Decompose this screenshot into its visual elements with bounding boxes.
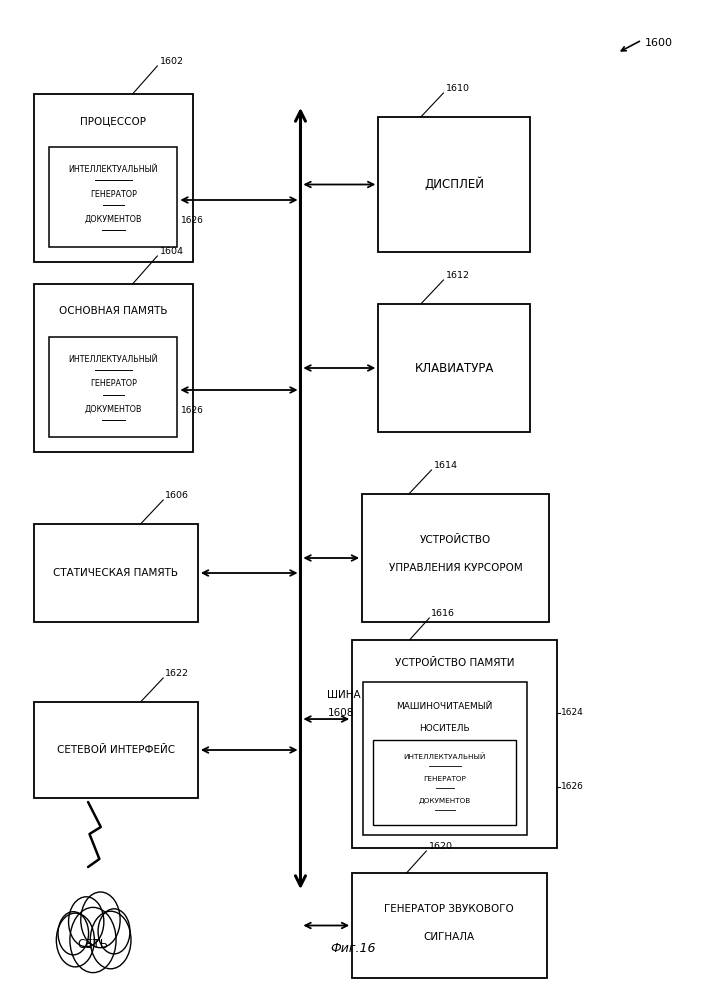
Text: 1610: 1610 — [445, 84, 469, 93]
Text: ГЕНЕРАТОР: ГЕНЕРАТОР — [90, 379, 137, 388]
Bar — [49, 337, 177, 437]
Bar — [34, 284, 193, 452]
Text: ШИНА: ШИНА — [327, 690, 361, 700]
Text: СЕТЕВОЙ ИНТЕРФЕЙС: СЕТЕВОЙ ИНТЕРФЕЙС — [57, 745, 175, 755]
Text: ДОКУМЕНТОВ: ДОКУМЕНТОВ — [85, 404, 142, 414]
Bar — [352, 873, 547, 978]
Text: 1604: 1604 — [159, 247, 183, 256]
Circle shape — [98, 909, 130, 954]
Bar — [378, 117, 530, 252]
Bar — [352, 640, 557, 848]
Text: ГЕНЕРАТОР ЗВУКОВОГО: ГЕНЕРАТОР ЗВУКОВОГО — [385, 904, 514, 914]
Text: ПРОЦЕССОР: ПРОЦЕССОР — [81, 116, 146, 126]
Bar — [34, 524, 198, 622]
Bar — [362, 494, 549, 622]
Text: 1602: 1602 — [159, 57, 183, 66]
Circle shape — [90, 911, 131, 969]
Text: ДИСПЛЕЙ: ДИСПЛЕЙ — [424, 178, 484, 191]
Text: КЛАВИАТУРА: КЛАВИАТУРА — [414, 362, 494, 375]
Text: 1620: 1620 — [428, 842, 452, 851]
Text: 1626: 1626 — [181, 216, 204, 225]
Text: НОСИТЕЛЬ: НОСИТЕЛЬ — [419, 724, 470, 733]
Bar — [378, 304, 530, 432]
Text: ДОКУМЕНТОВ: ДОКУМЕНТОВ — [419, 798, 471, 804]
Text: ИНТЕЛЛЕКТУАЛЬНЫЙ: ИНТЕЛЛЕКТУАЛЬНЫЙ — [404, 754, 486, 760]
Text: 1626: 1626 — [181, 406, 204, 415]
Text: ГЕНЕРАТОР: ГЕНЕРАТОР — [90, 190, 137, 199]
Circle shape — [70, 907, 116, 973]
Circle shape — [58, 912, 88, 955]
Text: 1626: 1626 — [561, 782, 583, 791]
Text: МАШИНОЧИТАЕМЫЙ: МАШИНОЧИТАЕМЫЙ — [397, 702, 493, 711]
Text: 1622: 1622 — [165, 669, 189, 678]
Text: УСТРОЙСТВО ПАМЯТИ: УСТРОЙСТВО ПАМЯТИ — [395, 658, 515, 668]
Circle shape — [81, 892, 120, 948]
Text: ГЕНЕРАТОР: ГЕНЕРАТОР — [423, 776, 466, 782]
Text: 1624: 1624 — [561, 708, 583, 717]
Text: 1612: 1612 — [445, 271, 469, 280]
Bar — [363, 682, 527, 835]
Text: СЕТЬ: СЕТЬ — [78, 938, 108, 952]
Text: ОСНОВНАЯ ПАМЯТЬ: ОСНОВНАЯ ПАМЯТЬ — [59, 306, 168, 316]
Text: 1606: 1606 — [165, 491, 189, 500]
Text: ДОКУМЕНТОВ: ДОКУМЕНТОВ — [85, 215, 142, 224]
Bar — [34, 94, 193, 262]
Bar — [49, 147, 177, 247]
Text: СТАТИЧЕСКАЯ ПАМЯТЬ: СТАТИЧЕСКАЯ ПАМЯТЬ — [54, 568, 178, 578]
Circle shape — [69, 897, 104, 947]
Text: ИНТЕЛЛЕКТУАЛЬНЫЙ: ИНТЕЛЛЕКТУАЛЬНЫЙ — [69, 164, 158, 174]
Text: 1616: 1616 — [431, 609, 455, 618]
Bar — [34, 702, 198, 798]
Text: 1614: 1614 — [433, 461, 457, 470]
Bar — [373, 740, 516, 825]
Circle shape — [57, 913, 94, 967]
Text: УПРАВЛЕНИЯ КУРСОРОМ: УПРАВЛЕНИЯ КУРСОРОМ — [389, 563, 522, 573]
Text: 1608: 1608 — [327, 708, 354, 718]
Text: СИГНАЛА: СИГНАЛА — [423, 932, 475, 942]
Text: 1600: 1600 — [645, 38, 673, 48]
Text: УСТРОЙСТВО: УСТРОЙСТВО — [420, 535, 491, 545]
Text: ИНТЕЛЛЕКТУАЛЬНЫЙ: ИНТЕЛЛЕКТУАЛЬНЫЙ — [69, 355, 158, 363]
Text: Фиг.16: Фиг.16 — [331, 942, 376, 954]
